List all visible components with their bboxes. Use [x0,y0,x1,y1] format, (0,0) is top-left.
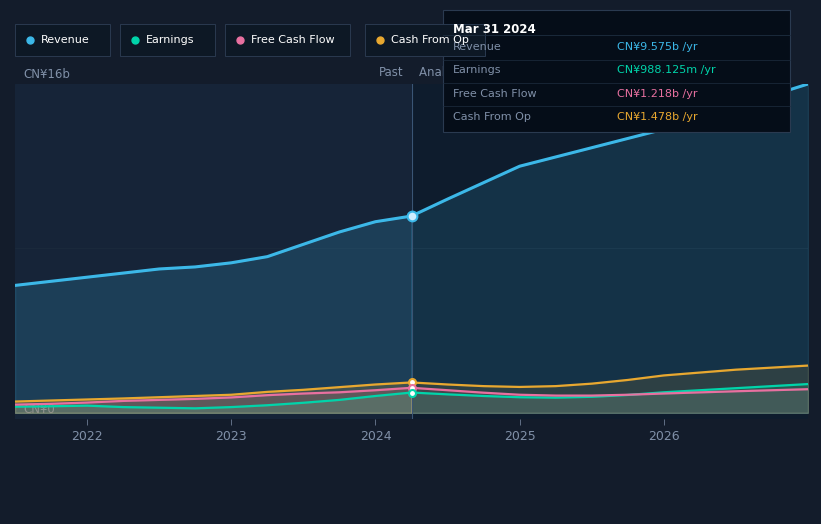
Text: Cash From Op: Cash From Op [453,112,530,122]
Text: Revenue: Revenue [453,42,502,52]
Text: Earnings: Earnings [453,66,502,75]
Text: Past: Past [379,66,404,79]
Text: CN¥9.575b /yr: CN¥9.575b /yr [617,42,697,52]
Text: CN¥988.125m /yr: CN¥988.125m /yr [617,66,715,75]
Text: Revenue: Revenue [41,35,90,45]
Text: Free Cash Flow: Free Cash Flow [453,89,536,99]
Text: Analysts Forecasts: Analysts Forecasts [420,66,530,79]
Text: Free Cash Flow: Free Cash Flow [251,35,335,45]
Bar [15,84,411,419]
Bar [411,84,808,419]
Text: CN¥0: CN¥0 [23,402,55,416]
Text: CN¥1.478b /yr: CN¥1.478b /yr [617,112,697,122]
Text: Cash From Op: Cash From Op [392,35,469,45]
Text: Earnings: Earnings [146,35,195,45]
Text: Mar 31 2024: Mar 31 2024 [453,23,535,36]
Text: CN¥16b: CN¥16b [23,68,70,81]
Text: CN¥1.218b /yr: CN¥1.218b /yr [617,89,697,99]
